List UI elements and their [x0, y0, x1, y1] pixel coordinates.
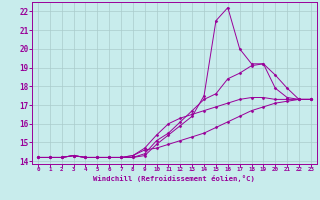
X-axis label: Windchill (Refroidissement éolien,°C): Windchill (Refroidissement éolien,°C) — [93, 175, 255, 182]
